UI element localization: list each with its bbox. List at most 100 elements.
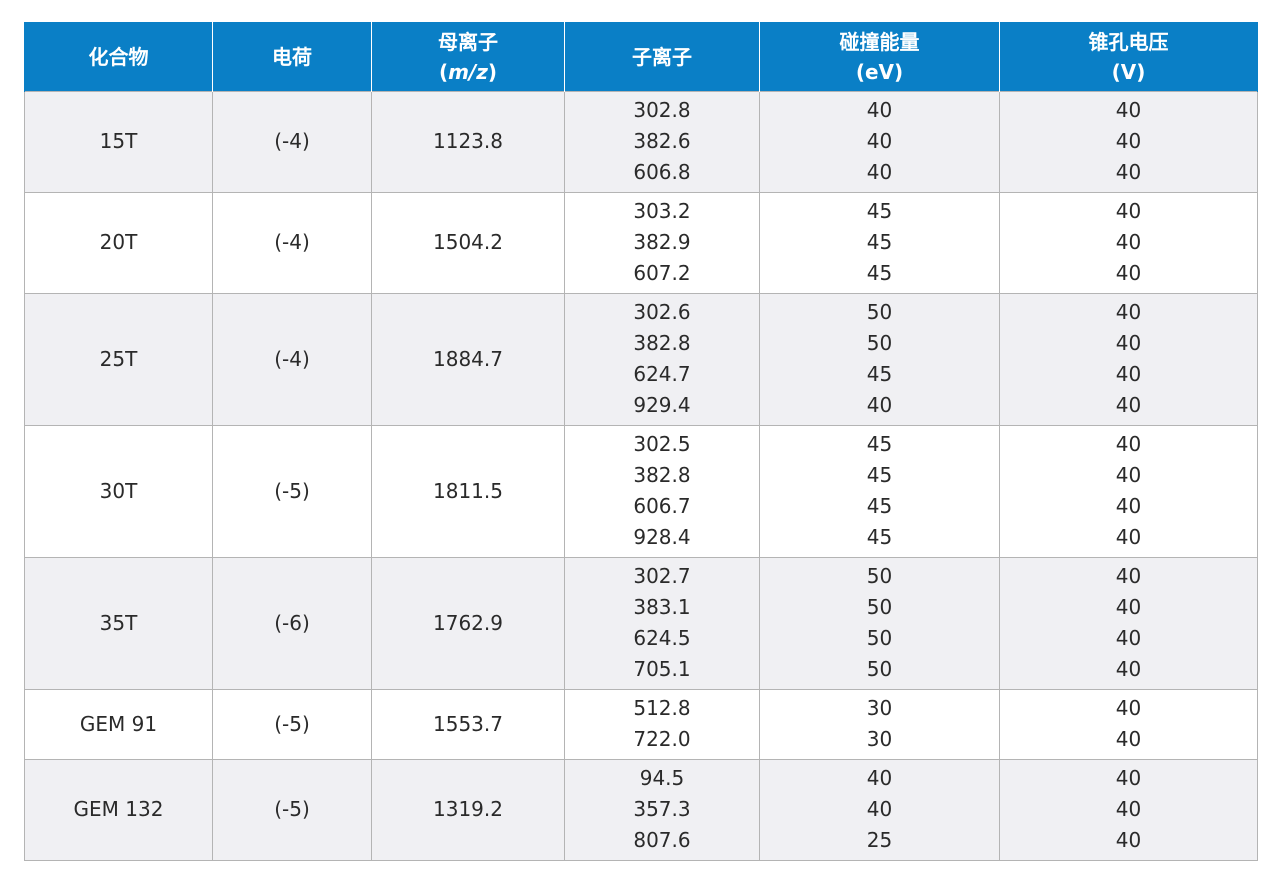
collision-energy-cell: 40 40 25 bbox=[759, 759, 1000, 861]
cone-voltage-value: 40 bbox=[1115, 362, 1142, 386]
charge-cell: (-5) bbox=[212, 759, 372, 861]
header-collision-energy-label: 碰撞能量 bbox=[839, 29, 920, 54]
parent-ion-cell: 1884.7 bbox=[371, 293, 565, 426]
collision-energy-cell: 50 50 50 50 bbox=[759, 557, 1000, 690]
product-ion-value: 382.8 bbox=[633, 331, 691, 355]
header-parent-ion-unit: (m/z) bbox=[372, 57, 564, 87]
collision-energy-cell: 45 45 45 45 bbox=[759, 425, 1000, 558]
header-charge: 电荷 bbox=[212, 22, 372, 92]
header-cone-voltage: 锥孔电压 (V) bbox=[999, 22, 1258, 92]
charge-cell: (-4) bbox=[212, 192, 372, 294]
product-ion-value: 382.6 bbox=[633, 129, 691, 153]
parent-ion-cell: 1319.2 bbox=[371, 759, 565, 861]
table-row: 30T (-5) 1811.5 302.5 382.8 606.7 928.4 45 45 45 4… bbox=[24, 425, 1258, 558]
cone-voltage-value: 40 bbox=[1115, 626, 1142, 650]
header-compound: 化合物 bbox=[24, 22, 213, 92]
charge-cell: (-6) bbox=[212, 557, 372, 690]
product-ion-cell: 302.8 382.6 606.8 bbox=[564, 91, 760, 193]
product-ion-cell: 302.6 382.8 624.7 929.4 bbox=[564, 293, 760, 426]
cone-voltage-value: 40 bbox=[1115, 828, 1142, 852]
product-ion-value: 807.6 bbox=[633, 828, 691, 852]
cone-voltage-value: 40 bbox=[1115, 129, 1142, 153]
cone-voltage-value: 40 bbox=[1115, 564, 1142, 588]
collision-energy-value: 30 bbox=[866, 727, 893, 751]
parent-ion-cell: 1504.2 bbox=[371, 192, 565, 294]
compound-cell: 30T bbox=[24, 425, 213, 558]
collision-energy-value: 40 bbox=[866, 129, 893, 153]
header-collision-energy: 碰撞能量 (eV) bbox=[759, 22, 1000, 92]
product-ion-value: 606.7 bbox=[633, 494, 691, 518]
cone-voltage-value: 40 bbox=[1115, 595, 1142, 619]
collision-energy-value: 50 bbox=[866, 626, 893, 650]
collision-energy-value: 45 bbox=[866, 463, 893, 487]
header-parent-ion-unit-mz: m/z bbox=[448, 59, 488, 84]
collision-energy-value: 40 bbox=[866, 766, 893, 790]
table-row: 15T (-4) 1123.8 302.8 382.6 606.8 40 40 40 40 40 40 bbox=[24, 91, 1258, 193]
compound-cell: 35T bbox=[24, 557, 213, 690]
cone-voltage-value: 40 bbox=[1115, 727, 1142, 751]
collision-energy-value: 50 bbox=[866, 331, 893, 355]
table-body: 15T (-4) 1123.8 302.8 382.6 606.8 40 40 40 40 40 40… bbox=[24, 91, 1258, 861]
cone-voltage-value: 40 bbox=[1115, 300, 1142, 324]
product-ion-value: 302.5 bbox=[633, 432, 691, 456]
product-ion-cell: 302.7 383.1 624.5 705.1 bbox=[564, 557, 760, 690]
product-ion-cell: 303.2 382.9 607.2 bbox=[564, 192, 760, 294]
cone-voltage-cell: 40 40 40 40 bbox=[999, 293, 1258, 426]
charge-cell: (-4) bbox=[212, 293, 372, 426]
product-ion-cell: 94.5 357.3 807.6 bbox=[564, 759, 760, 861]
header-cone-voltage-label: 锥孔电压 bbox=[1088, 29, 1169, 54]
cone-voltage-value: 40 bbox=[1115, 696, 1142, 720]
collision-energy-cell: 50 50 45 40 bbox=[759, 293, 1000, 426]
table-row: GEM 132 (-5) 1319.2 94.5 357.3 807.6 40 40 25 40 4… bbox=[24, 759, 1258, 861]
charge-cell: (-5) bbox=[212, 689, 372, 760]
product-ion-value: 382.8 bbox=[633, 463, 691, 487]
collision-energy-value: 25 bbox=[866, 828, 893, 852]
cone-voltage-value: 40 bbox=[1115, 766, 1142, 790]
product-ion-value: 357.3 bbox=[633, 797, 691, 821]
parent-ion-cell: 1123.8 bbox=[371, 91, 565, 193]
header-parent-ion-unit-close: ) bbox=[487, 59, 498, 84]
product-ion-value: 607.2 bbox=[633, 261, 691, 285]
header-charge-label: 电荷 bbox=[272, 44, 312, 69]
collision-energy-value: 45 bbox=[866, 432, 893, 456]
cone-voltage-cell: 40 40 40 40 bbox=[999, 557, 1258, 690]
header-collision-energy-unit: (eV) bbox=[855, 59, 904, 84]
product-ion-value: 624.7 bbox=[633, 362, 691, 386]
compound-cell: 25T bbox=[24, 293, 213, 426]
ms-parameters-table: 化合物 电荷 母离子 (m/z) 子离子 碰撞能量 (eV) 锥孔电压 (V) … bbox=[24, 22, 1258, 861]
collision-energy-value: 45 bbox=[866, 199, 893, 223]
header-cone-voltage-unit: (V) bbox=[1111, 59, 1146, 84]
table-row: 25T (-4) 1884.7 302.6 382.8 624.7 929.4 50 50 45 4… bbox=[24, 293, 1258, 426]
header-product-ion: 子离子 bbox=[564, 22, 760, 92]
product-ion-value: 722.0 bbox=[633, 727, 691, 751]
collision-energy-value: 40 bbox=[866, 797, 893, 821]
collision-energy-value: 30 bbox=[866, 696, 893, 720]
collision-energy-value: 45 bbox=[866, 494, 893, 518]
product-ion-value: 302.6 bbox=[633, 300, 691, 324]
table-row: GEM 91 (-5) 1553.7 512.8 722.0 30 30 40 40 bbox=[24, 689, 1258, 760]
header-parent-ion-unit-open: ( bbox=[438, 59, 449, 84]
cone-voltage-value: 40 bbox=[1115, 657, 1142, 681]
cone-voltage-value: 40 bbox=[1115, 230, 1142, 254]
compound-cell: GEM 132 bbox=[24, 759, 213, 861]
cone-voltage-value: 40 bbox=[1115, 432, 1142, 456]
charge-cell: (-4) bbox=[212, 91, 372, 193]
compound-cell: GEM 91 bbox=[24, 689, 213, 760]
collision-energy-value: 45 bbox=[866, 362, 893, 386]
collision-energy-cell: 40 40 40 bbox=[759, 91, 1000, 193]
collision-energy-value: 45 bbox=[866, 261, 893, 285]
cone-voltage-value: 40 bbox=[1115, 525, 1142, 549]
collision-energy-value: 50 bbox=[866, 595, 893, 619]
header-compound-label: 化合物 bbox=[88, 44, 149, 69]
collision-energy-value: 50 bbox=[866, 657, 893, 681]
collision-energy-value: 40 bbox=[866, 160, 893, 184]
header-parent-ion-label: 母离子 bbox=[438, 29, 498, 54]
cone-voltage-cell: 40 40 40 40 bbox=[999, 425, 1258, 558]
collision-energy-value: 45 bbox=[866, 525, 893, 549]
product-ion-value: 512.8 bbox=[633, 696, 691, 720]
product-ion-value: 705.1 bbox=[633, 657, 691, 681]
product-ion-value: 929.4 bbox=[633, 393, 691, 417]
cone-voltage-value: 40 bbox=[1115, 393, 1142, 417]
product-ion-value: 382.9 bbox=[633, 230, 691, 254]
charge-cell: (-5) bbox=[212, 425, 372, 558]
